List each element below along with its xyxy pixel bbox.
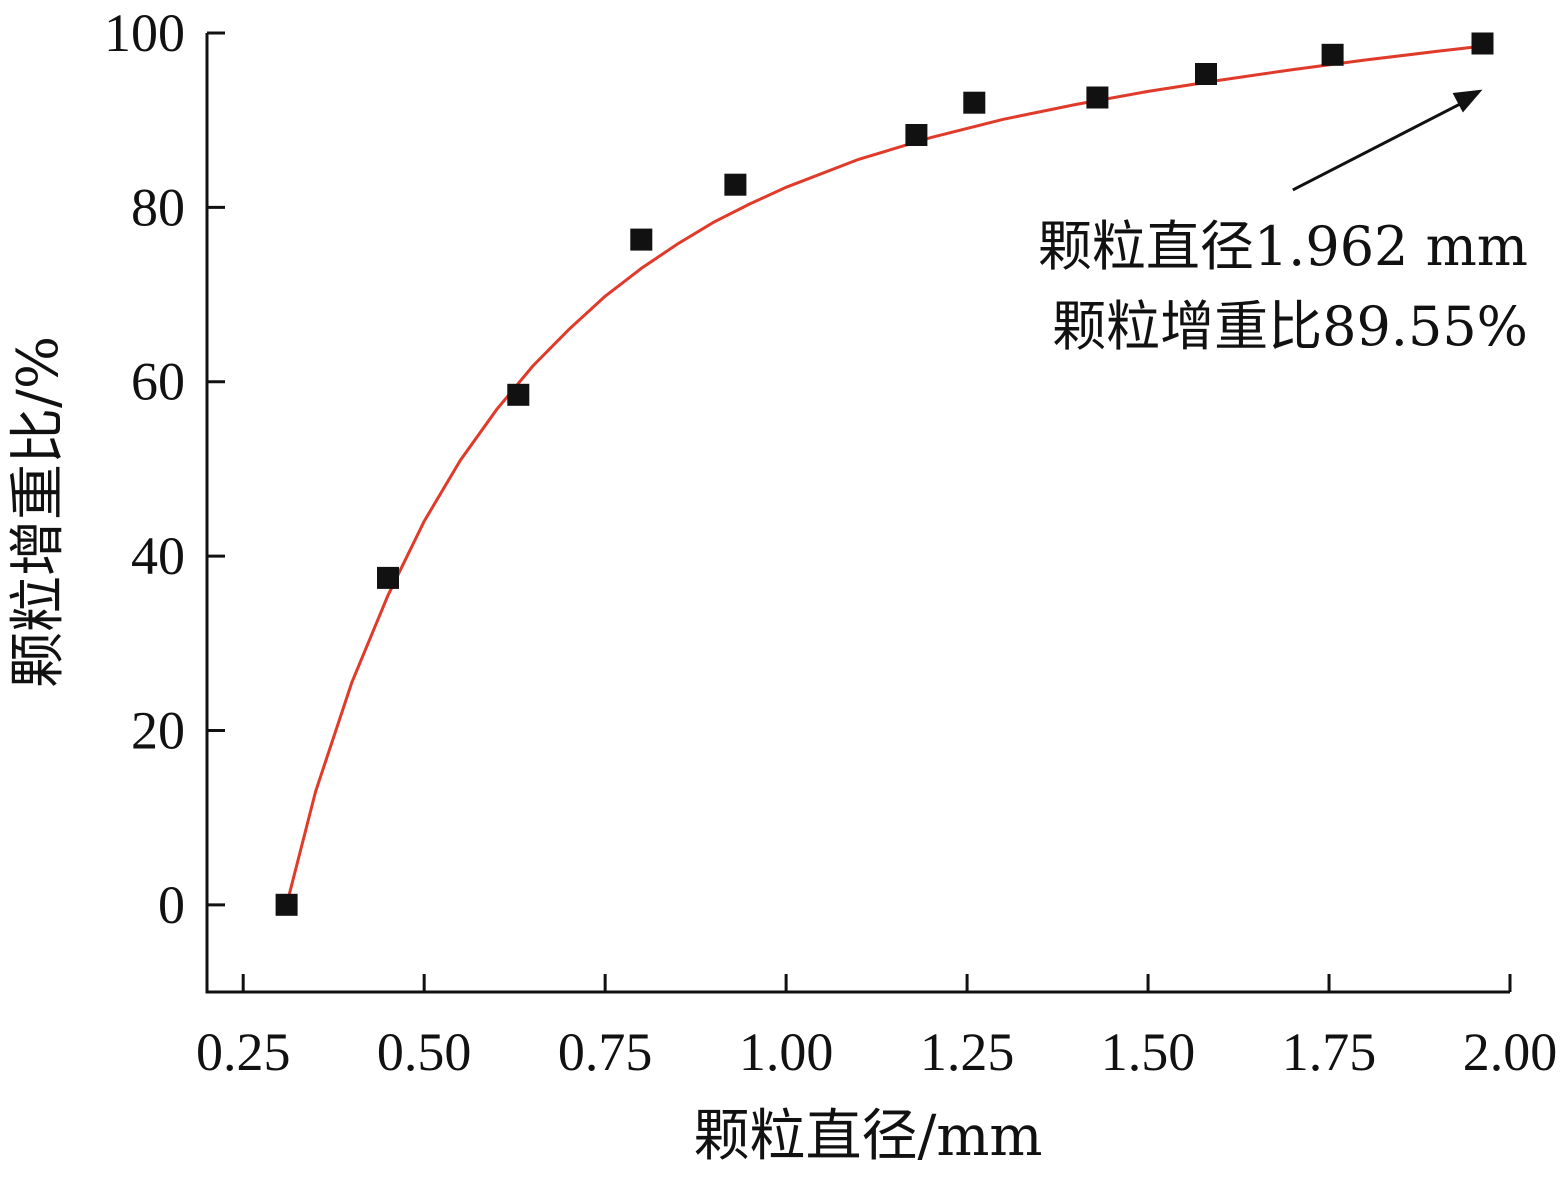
- data-point: [275, 893, 298, 916]
- x-tick-label: 1.50: [1101, 1022, 1196, 1082]
- y-tick-label: 40: [131, 526, 185, 586]
- y-tick-label: 0: [158, 875, 185, 935]
- data-point: [1321, 43, 1344, 66]
- x-tick-label: 0.75: [558, 1022, 653, 1082]
- x-tick-label: 1.25: [920, 1022, 1015, 1082]
- y-tick-label: 20: [131, 700, 185, 760]
- data-point: [905, 124, 928, 146]
- data-point: [1195, 63, 1217, 85]
- data-point: [1471, 32, 1494, 55]
- data-points: [275, 32, 1494, 916]
- data-point: [507, 383, 530, 406]
- x-tick-label: 1.75: [1282, 1022, 1377, 1082]
- fit-curve: [285, 44, 1483, 906]
- annotation-arrow-line: [1292, 98, 1470, 192]
- data-point: [1086, 86, 1109, 109]
- annotation-text-line: 颗粒直径1.962 mm: [1038, 215, 1528, 278]
- fit-curve-group: [285, 44, 1483, 906]
- y-tick-label: 60: [131, 352, 185, 412]
- y-axis-title: 颗粒增重比/%: [6, 336, 71, 688]
- annotation-text-line: 颗粒增重比89.55%: [1052, 295, 1528, 358]
- x-tick-label: 2.00: [1463, 1022, 1558, 1082]
- data-point: [377, 566, 399, 589]
- x-tick-label: 0.25: [196, 1022, 291, 1082]
- data-point: [963, 91, 986, 114]
- data-point: [724, 173, 747, 196]
- y-tick-label: 100: [104, 3, 185, 63]
- annotation-arrow-head: [1452, 89, 1483, 113]
- axis-frame: [205, 33, 1510, 994]
- data-point: [630, 228, 653, 251]
- y-tick-label: 80: [131, 177, 185, 237]
- x-tick-label: 0.50: [377, 1022, 472, 1082]
- x-axis-title: 颗粒直径/mm: [693, 1104, 1042, 1169]
- annotation: 颗粒直径1.962 mm 颗粒增重比89.55%: [1038, 89, 1528, 358]
- axes: 0 20 40 60 80 100 0.25 0.50 0.75 1.00 1.25 1.50 1.75…: [104, 3, 1557, 1082]
- x-tick-label: 1.00: [739, 1022, 834, 1082]
